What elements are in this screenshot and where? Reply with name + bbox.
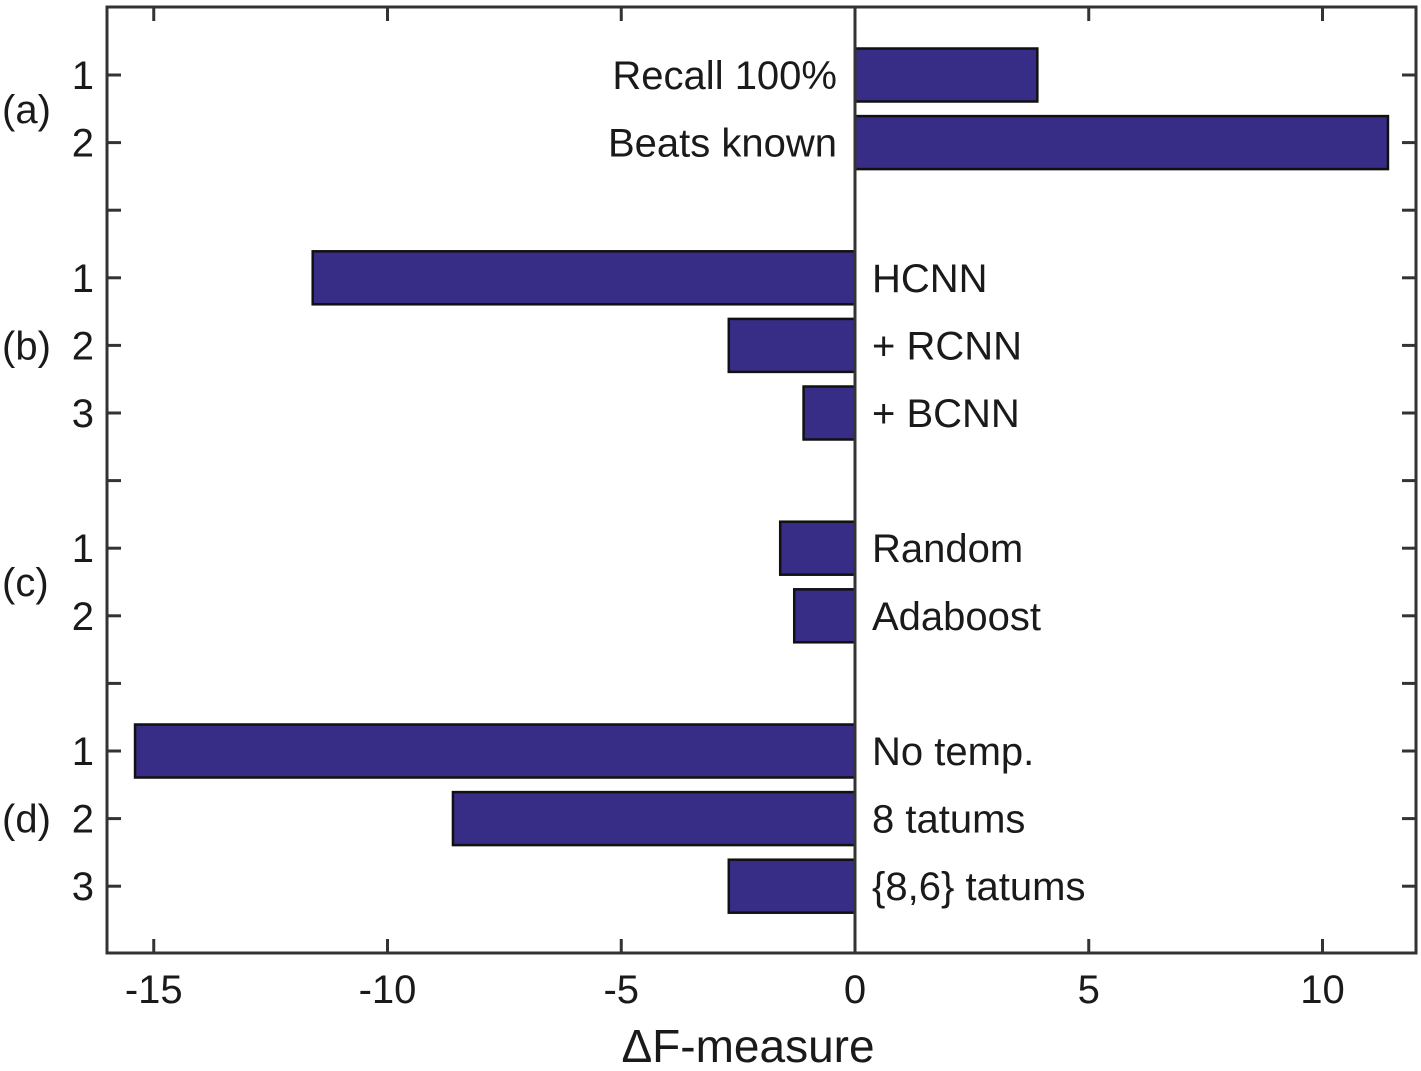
- labels-layer: Recall 100% 1 Beats known 2 (a) HCNN 1 + RCNN 2 +…: [2, 54, 1345, 1012]
- x-tick-label: 0: [844, 968, 866, 1012]
- bar: [727, 858, 857, 914]
- bar-label: + RCNN: [872, 324, 1022, 368]
- bar-label: 8 tatums: [872, 798, 1025, 842]
- bar-label: Beats known: [608, 122, 837, 166]
- x-tick-label: -15: [125, 968, 183, 1012]
- bar-label: + BCNN: [872, 392, 1020, 436]
- y-tick-label: 3: [72, 865, 94, 909]
- bar-label: Recall 100%: [612, 54, 837, 98]
- y-tick-label: 2: [72, 595, 94, 639]
- y-tick-label: 2: [72, 324, 94, 368]
- bar: [133, 723, 857, 779]
- bar: [802, 385, 857, 441]
- y-tick-label: 1: [72, 527, 94, 571]
- y-tick-label: 1: [72, 54, 94, 98]
- bars-layer: [133, 47, 1390, 914]
- y-tick-label: 2: [72, 798, 94, 842]
- bar: [778, 520, 857, 576]
- x-tick-label: -10: [359, 968, 417, 1012]
- bar-label: Random: [872, 527, 1023, 571]
- x-axis-title: ΔF-measure: [621, 1020, 874, 1071]
- group-label: (a): [2, 88, 51, 132]
- x-tick-label: 10: [1300, 968, 1345, 1012]
- bar-label: HCNN: [872, 257, 988, 301]
- bar: [727, 317, 857, 374]
- y-tick-label: 3: [72, 392, 94, 436]
- x-tick-label: -5: [603, 968, 639, 1012]
- bar-label: {8,6} tatums: [872, 865, 1085, 909]
- axes-layer: [105, 5, 1418, 955]
- bar-label: No temp.: [872, 730, 1034, 774]
- group-label: (b): [2, 324, 51, 368]
- y-tick-label: 2: [72, 122, 94, 166]
- bar: [853, 114, 1390, 171]
- y-tick-label: 1: [72, 730, 94, 774]
- bar: [792, 588, 857, 644]
- group-label: (c): [2, 561, 49, 605]
- y-tick-label: 1: [72, 257, 94, 301]
- bar-label: Adaboost: [872, 595, 1041, 639]
- bar: [451, 790, 857, 847]
- group-label: (d): [2, 798, 51, 842]
- bar: [311, 250, 857, 306]
- x-tick-label: 5: [1078, 968, 1100, 1012]
- bar: [853, 47, 1039, 103]
